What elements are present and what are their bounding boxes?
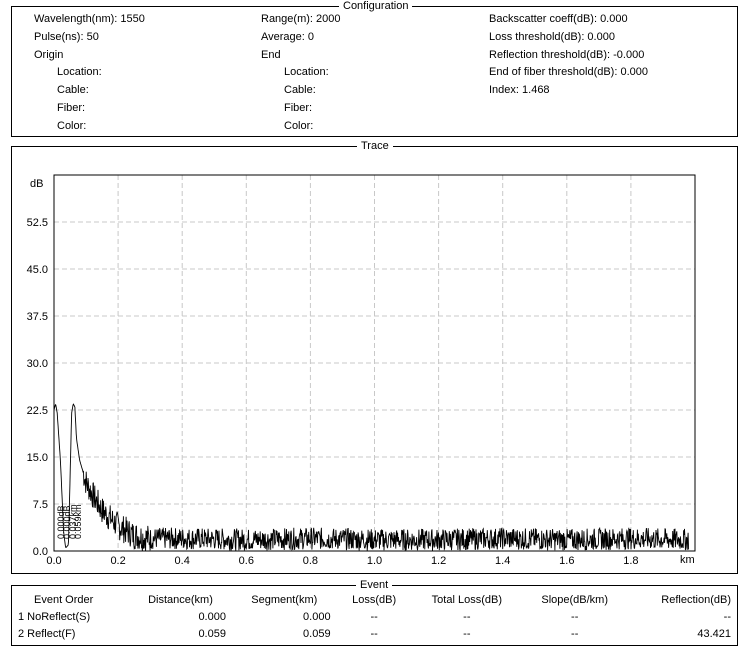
cell-segment: 0.000 — [303, 610, 331, 623]
event-table-header: Event Order Distance(km) Segment(km) Los… — [12, 591, 737, 608]
header-event-order: Event Order — [34, 593, 94, 606]
origin-color-label: Color: — [57, 120, 87, 132]
header-distance: Distance(km) — [148, 593, 213, 606]
x-tick-label: 1.6 — [559, 555, 574, 567]
y-tick-label: 7.5 — [33, 499, 48, 511]
y-tick-label: 30.0 — [27, 358, 48, 370]
cell-event-order: 2 Reflect(F) — [18, 627, 76, 640]
origin-location-label: Location: — [57, 66, 102, 78]
end-fiber-label: Fiber: — [284, 102, 313, 114]
cell-segment: 0.059 — [303, 627, 331, 640]
cell-distance: 0.000 — [198, 610, 226, 623]
trace-line — [53, 403, 690, 552]
cell-reflection: 43.421 — [697, 627, 731, 640]
header-segment: Segment(km) — [251, 593, 318, 606]
table-row[interactable]: 2 Reflect(F) 0.059 0.059 -- -- -- 43.421 — [12, 625, 737, 642]
event-marker-label: 0.059km — [73, 504, 83, 539]
x-tick-label: 0.2 — [110, 555, 125, 567]
y-tick-label: 15.0 — [27, 452, 48, 464]
cell-slope: -- — [571, 610, 579, 623]
x-tick-label: 1.2 — [431, 555, 446, 567]
end-of-fiber-threshold-label: End of fiber threshold(dB): 0.000 — [489, 66, 648, 78]
end-cable-label: Cable: — [284, 84, 316, 96]
range-label: Range(m): 2000 — [261, 13, 341, 25]
origin-fiber-label: Fiber: — [57, 102, 86, 114]
cell-slope: -- — [571, 627, 579, 640]
loss-threshold-label: Loss threshold(dB): 0.000 — [489, 31, 615, 43]
cell-reflection: -- — [723, 610, 731, 623]
pulse-label: Pulse(ns): 50 — [34, 31, 99, 43]
index-label: Index: 1.468 — [489, 84, 550, 96]
end-label: End — [261, 49, 281, 61]
wavelength-label: Wavelength(nm): 1550 — [34, 13, 145, 25]
cell-loss: -- — [370, 610, 378, 623]
trace-title: Trace — [357, 139, 393, 153]
configuration-title: Configuration — [339, 0, 413, 13]
y-tick-label: 0.0 — [33, 546, 48, 558]
y-tick-label: 22.5 — [27, 405, 48, 417]
reflection-threshold-label: Reflection threshold(dB): -0.000 — [489, 49, 645, 61]
cell-distance: 0.059 — [198, 627, 226, 640]
y-unit-label: dB — [30, 178, 43, 190]
cell-total-loss: -- — [463, 610, 471, 623]
event-table: Event Order Distance(km) Segment(km) Los… — [12, 591, 737, 642]
x-tick-label: 0.6 — [239, 555, 254, 567]
header-reflection: Reflection(dB) — [661, 593, 731, 606]
cell-loss: -- — [370, 627, 378, 640]
backscatter-label: Backscatter coeff(dB): 0.000 — [489, 13, 628, 25]
end-location-label: Location: — [284, 66, 329, 78]
cell-total-loss: -- — [463, 627, 471, 640]
origin-cable-label: Cable: — [57, 84, 89, 96]
table-row[interactable]: 1 NoReflect(S) 0.000 0.000 -- -- -- -- — [12, 608, 737, 625]
plot-frame — [53, 174, 696, 552]
cell-event-order: 1 NoReflect(S) — [18, 610, 91, 623]
event-panel: Event Event Order Distance(km) Segment(k… — [11, 578, 738, 646]
x-tick-label: 0.8 — [303, 555, 318, 567]
event-marker-label: 0.000dB — [62, 505, 72, 539]
x-tick-label: 1.8 — [623, 555, 638, 567]
event-marker-label: 0.037km — [68, 504, 78, 539]
average-label: Average: 0 — [261, 31, 315, 43]
configuration-panel: Configuration Wavelength(nm): 1550 Pulse… — [11, 0, 738, 137]
x-tick-label: 1.0 — [367, 555, 382, 567]
y-tick-label: 37.5 — [27, 311, 48, 323]
y-tick-label: 52.5 — [27, 217, 48, 229]
origin-label: Origin — [34, 49, 64, 61]
header-total-loss: Total Loss(dB) — [431, 593, 502, 606]
x-tick-label: 0.0 — [46, 555, 61, 567]
event-title: Event — [356, 578, 393, 592]
y-tick-label: 45.0 — [27, 264, 48, 276]
trace-chart[interactable]: dB km 0.0 0.2 0.4 0.6 0.8 1.0 1.2 1.4 1.6 1.8 0.0 7… — [12, 147, 737, 573]
header-slope: Slope(dB/km) — [541, 593, 609, 606]
x-unit-label: km — [680, 554, 695, 566]
x-tick-label: 0.4 — [175, 555, 190, 567]
trace-panel: Trace dB km 0.0 0.2 0.4 0.6 0.8 1.0 1.2 1.4 1.6 1… — [11, 139, 738, 574]
end-color-label: Color: — [284, 120, 314, 132]
header-loss: Loss(dB) — [352, 593, 397, 606]
x-tick-label: 1.4 — [495, 555, 510, 567]
event-marker-label: 0.000dB — [56, 505, 66, 539]
